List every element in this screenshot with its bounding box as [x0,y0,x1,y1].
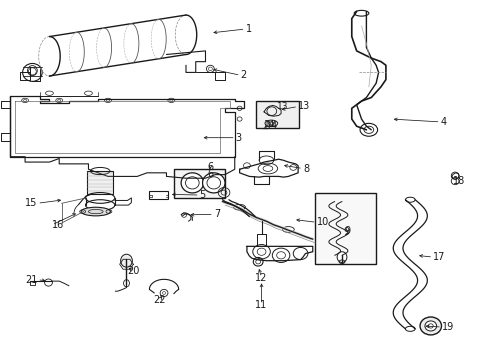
Ellipse shape [181,173,203,193]
Text: 14: 14 [264,120,275,129]
Text: 10: 10 [316,217,328,227]
Ellipse shape [81,207,110,216]
Text: 9: 9 [344,226,350,236]
Bar [87,171,113,194]
Text: 2: 2 [240,70,246,80]
Text: 8: 8 [303,163,308,174]
Text: 17: 17 [432,252,445,262]
Ellipse shape [293,247,307,260]
Text: 9: 9 [343,227,349,237]
Ellipse shape [44,279,52,286]
Text: 3: 3 [235,133,242,143]
Text: 21: 21 [25,275,37,285]
Text: 7: 7 [213,210,220,220]
Ellipse shape [202,173,224,193]
Ellipse shape [336,252,346,262]
Text: 15: 15 [25,198,37,208]
Bar [255,101,298,128]
Text: 5: 5 [199,190,205,200]
Text: 22: 22 [153,295,165,305]
Text: 11: 11 [255,300,267,310]
Bar [149,191,167,199]
Text: 14: 14 [265,121,277,131]
Text: 13: 13 [277,102,288,111]
Text: 4: 4 [440,117,446,127]
Text: 13: 13 [298,102,310,112]
Ellipse shape [424,321,436,331]
Bar [173,169,224,198]
Bar [315,193,375,264]
Text: 20: 20 [127,266,139,276]
Ellipse shape [121,254,132,267]
Text: 12: 12 [255,273,267,283]
Text: 6: 6 [207,169,213,179]
Ellipse shape [272,248,289,262]
Text: 18: 18 [452,176,464,186]
Text: 1: 1 [245,24,251,34]
Ellipse shape [252,244,270,259]
Ellipse shape [419,317,441,335]
Text: 6: 6 [207,162,213,172]
Text: 19: 19 [441,322,453,332]
Text: 16: 16 [52,220,64,230]
